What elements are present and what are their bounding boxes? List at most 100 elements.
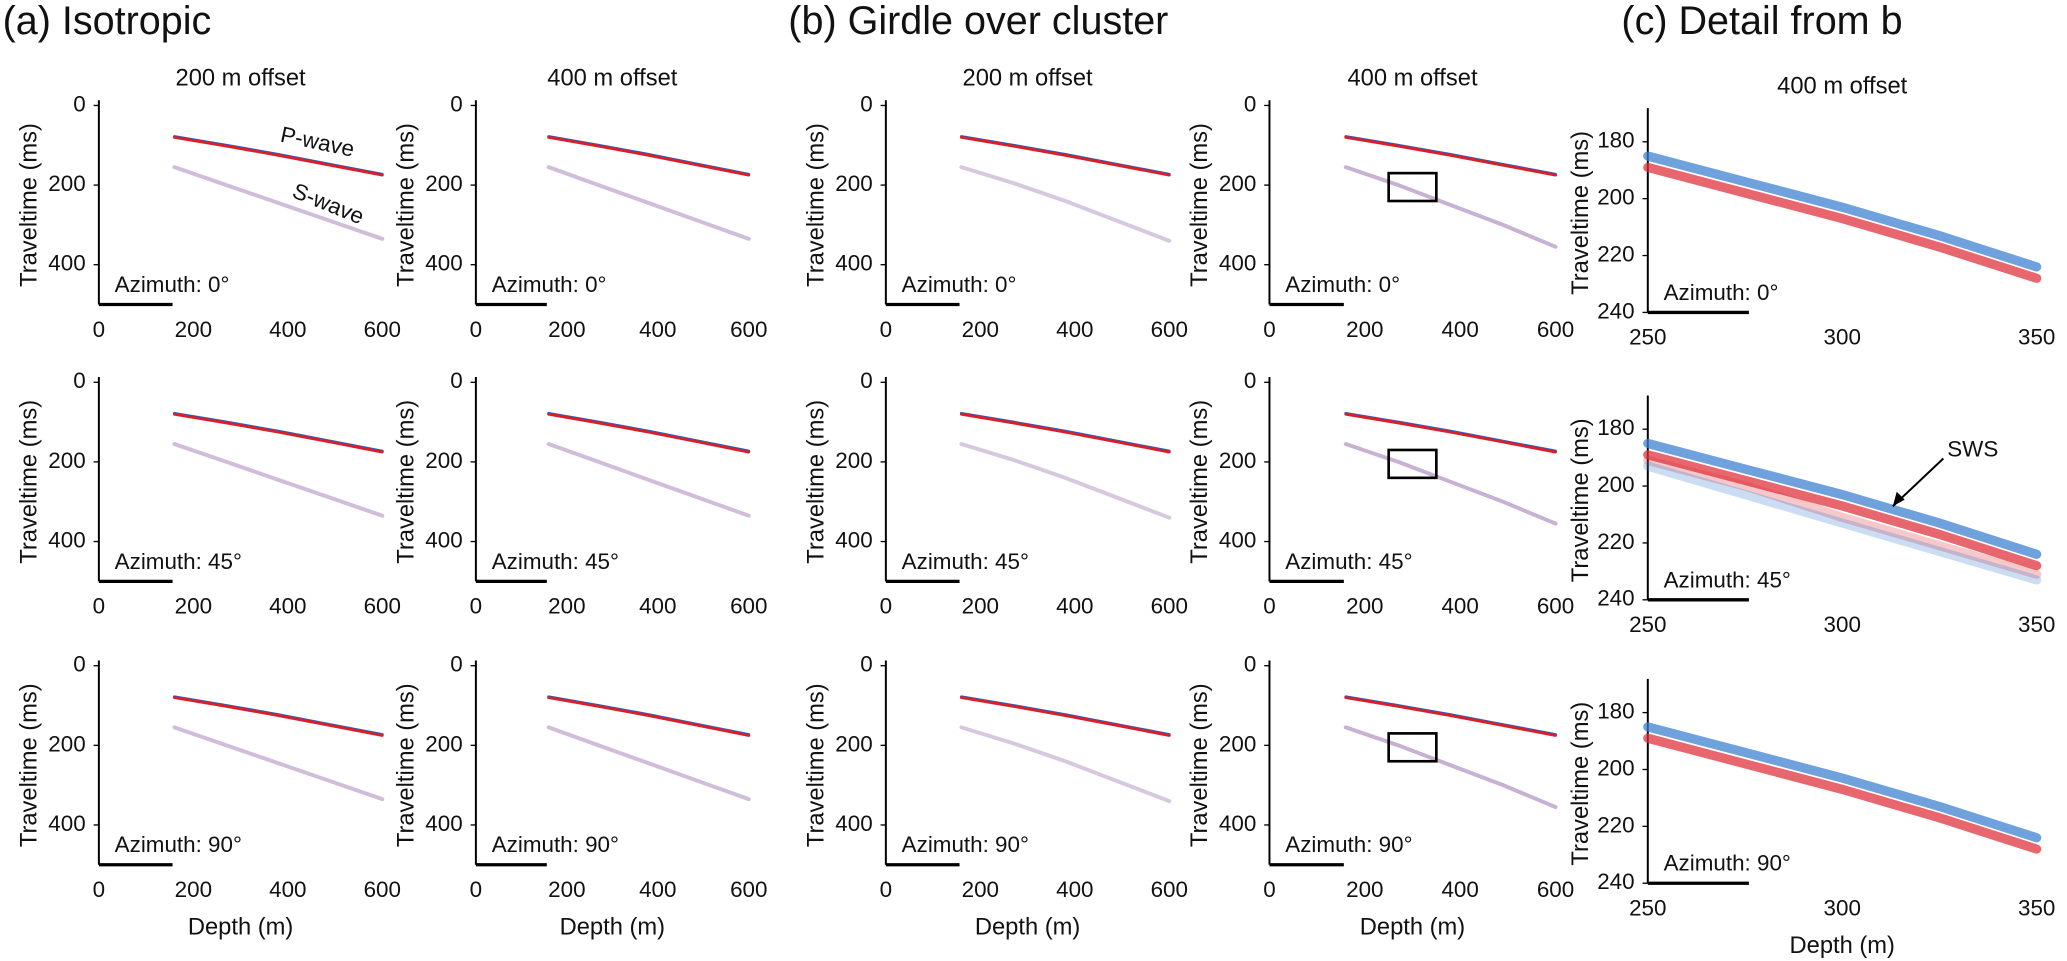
series-line	[546, 442, 751, 518]
y-tick-label: 200	[1597, 185, 1634, 210]
x-tick-label: 200	[548, 317, 585, 342]
azimuth-label: Azimuth: 0°	[1664, 280, 1779, 305]
x-tick-label: 400	[1441, 317, 1478, 342]
series-line	[959, 696, 1171, 737]
series-line	[1643, 461, 2042, 585]
series-line	[546, 725, 751, 802]
y-tick-label: 400	[1219, 251, 1256, 276]
y-tick-label: 180	[1597, 415, 1634, 440]
series-line	[547, 412, 751, 454]
series-line	[959, 135, 1171, 177]
series-line	[959, 165, 1172, 243]
series-line	[1344, 696, 1557, 737]
x-tick-label: 600	[1537, 877, 1574, 902]
x-tick-label: 400	[269, 594, 306, 619]
series-line	[1344, 412, 1557, 454]
x-axis-label: Depth (m)	[1360, 914, 1465, 940]
x-tick-label: 600	[1537, 594, 1574, 619]
series-line	[172, 442, 385, 518]
series-line	[172, 696, 384, 737]
x-tick-label: 600	[730, 317, 767, 342]
y-axis-label: Traveltime (ms)	[804, 400, 830, 564]
y-tick-label: 0	[860, 652, 872, 677]
azimuth-label: Azimuth: 45°	[1285, 549, 1412, 574]
y-axis-label: Traveltime (ms)	[804, 123, 830, 287]
y-tick-label: 220	[1597, 812, 1634, 837]
azimuth-label: Azimuth: 90°	[1664, 851, 1791, 876]
y-tick-label: 400	[425, 811, 462, 836]
x-axis-label: Depth (m)	[188, 914, 293, 940]
series-line	[1343, 442, 1558, 526]
y-tick-label: 400	[1219, 811, 1256, 836]
subplot-title: 400 m offset	[547, 65, 678, 91]
azimuth-label: Azimuth: 90°	[1285, 832, 1412, 857]
series-line	[547, 696, 751, 737]
azimuth-label: Azimuth: 90°	[902, 832, 1029, 857]
y-tick-label: 200	[425, 731, 462, 756]
subplot-title: 400 m offset	[1777, 73, 1908, 99]
detail-box	[1387, 448, 1438, 480]
x-tick-label: 200	[962, 594, 999, 619]
y-tick-label: 0	[73, 368, 85, 393]
y-tick-label: 0	[450, 91, 462, 116]
x-tick-label: 200	[548, 594, 585, 619]
x-tick-label: 0	[1263, 877, 1275, 902]
azimuth-label: Azimuth: 0°	[1285, 272, 1400, 297]
x-tick-label: 200	[962, 877, 999, 902]
y-tick-label: 220	[1597, 241, 1634, 266]
y-axis-label: Traveltime (ms)	[394, 400, 420, 564]
x-tick-label: 600	[364, 594, 401, 619]
x-tick-label: 400	[1056, 594, 1093, 619]
azimuth-label: Azimuth: 45°	[902, 549, 1029, 574]
y-tick-label: 200	[1597, 755, 1634, 780]
x-tick-label: 300	[1824, 896, 1861, 921]
x-tick-label: 200	[175, 317, 212, 342]
azimuth-label: Azimuth: 45°	[492, 549, 619, 574]
y-tick-label: 400	[48, 811, 85, 836]
x-tick-label: 300	[1824, 612, 1861, 637]
y-tick-label: 200	[835, 731, 872, 756]
y-tick-label: 0	[860, 91, 872, 116]
x-tick-label: 600	[364, 317, 401, 342]
y-tick-label: 400	[835, 811, 872, 836]
detail-box	[1387, 732, 1438, 763]
x-tick-label: 0	[880, 877, 892, 902]
y-tick-label: 200	[835, 171, 872, 196]
y-axis-label: Traveltime (ms)	[394, 123, 420, 287]
azimuth-label: Azimuth: 0°	[492, 272, 607, 297]
y-tick-label: 0	[73, 91, 85, 116]
y-tick-label: 200	[425, 171, 462, 196]
y-tick-label: 240	[1597, 869, 1634, 894]
y-tick-label: 200	[835, 448, 872, 473]
x-tick-label: 0	[93, 877, 105, 902]
x-tick-label: 600	[364, 877, 401, 902]
series-line	[1343, 165, 1558, 249]
y-tick-label: 200	[425, 448, 462, 473]
y-axis-label: Traveltime (ms)	[17, 123, 43, 287]
x-tick-label: 0	[1263, 317, 1275, 342]
y-tick-label: 220	[1597, 529, 1634, 554]
y-axis-label: Traveltime (ms)	[394, 683, 420, 847]
x-tick-label: 200	[548, 877, 585, 902]
y-tick-label: 400	[425, 527, 462, 552]
y-tick-label: 0	[73, 652, 85, 677]
series-line	[959, 725, 1172, 804]
x-tick-label: 200	[1346, 594, 1383, 619]
y-axis-label: Traveltime (ms)	[1568, 702, 1594, 866]
x-tick-label: 200	[175, 877, 212, 902]
panel-title: (b) Girdle over cluster	[788, 0, 1168, 43]
series-line	[1643, 151, 2042, 272]
series-line	[1643, 450, 2042, 571]
series-line	[1643, 722, 2042, 843]
x-tick-label: 0	[93, 317, 105, 342]
x-tick-label: 250	[1629, 612, 1666, 637]
y-tick-label: 180	[1597, 128, 1634, 153]
subplot-title: 200 m offset	[963, 65, 1094, 91]
x-tick-label: 0	[470, 317, 482, 342]
y-tick-label: 400	[835, 251, 872, 276]
subplot-title: 400 m offset	[1347, 65, 1478, 91]
x-tick-label: 250	[1629, 325, 1666, 350]
y-tick-label: 400	[48, 527, 85, 552]
x-tick-label: 0	[880, 594, 892, 619]
